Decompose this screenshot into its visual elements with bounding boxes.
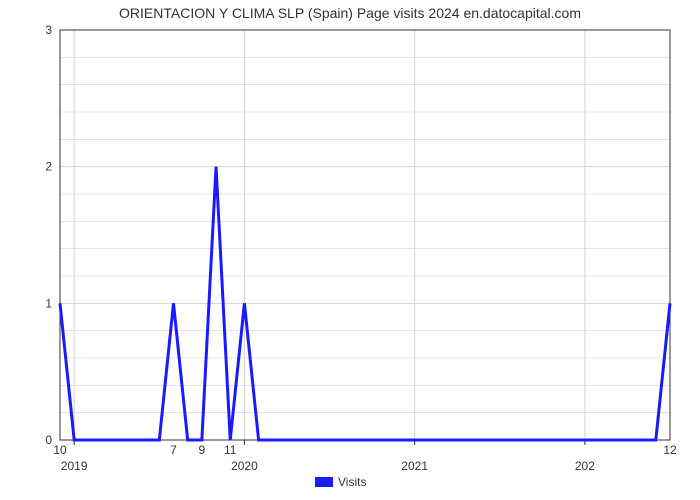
y-tick-label: 0	[45, 433, 52, 447]
legend: Visits	[315, 475, 366, 489]
x-year-label: 2020	[231, 459, 258, 473]
y-tick-label: 1	[45, 296, 52, 310]
chart-background	[0, 0, 700, 500]
chart-title: ORIENTACION Y CLIMA SLP (Spain) Page vis…	[119, 5, 581, 21]
x-extra-label: 12	[663, 443, 677, 457]
x-extra-label: 11	[224, 443, 237, 457]
x-year-label: 2019	[61, 459, 88, 473]
y-tick-label: 2	[45, 160, 52, 174]
x-year-label: 202	[575, 459, 595, 473]
y-tick-label: 3	[45, 23, 52, 37]
x-year-label: 2021	[401, 459, 428, 473]
legend-swatch	[315, 477, 333, 487]
visits-line-chart: ORIENTACION Y CLIMA SLP (Spain) Page vis…	[0, 0, 700, 500]
x-extra-label: 7	[170, 443, 177, 457]
x-extra-label: 9	[199, 443, 206, 457]
x-extra-label: 10	[53, 443, 67, 457]
legend-label: Visits	[338, 475, 366, 489]
